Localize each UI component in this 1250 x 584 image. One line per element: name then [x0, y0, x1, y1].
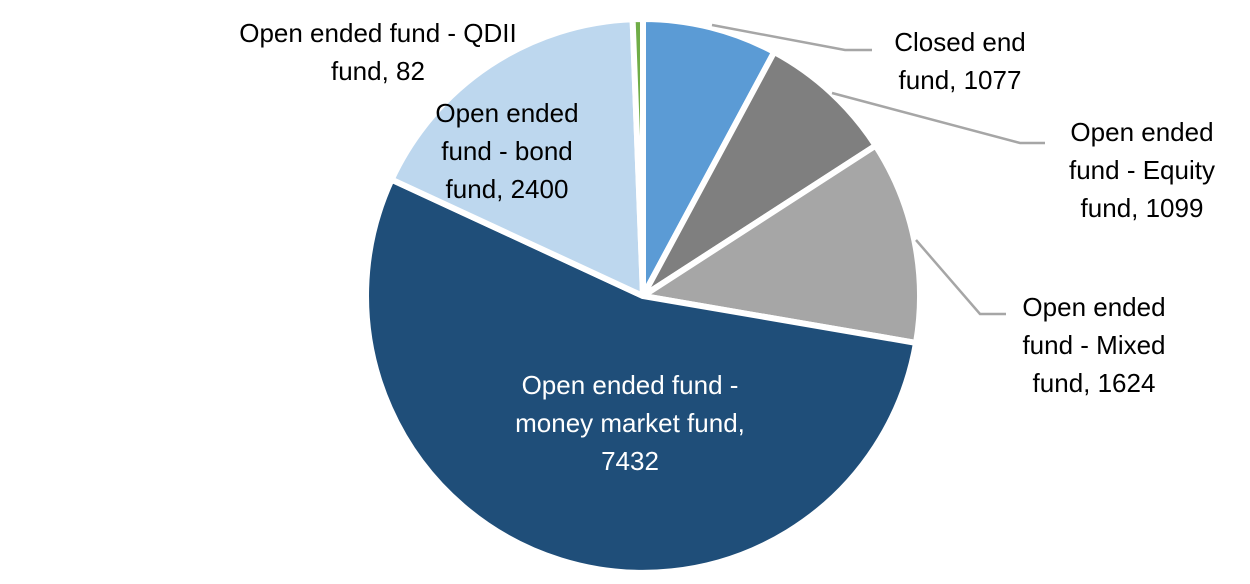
pie-slice-1	[640, 49, 879, 299]
leader-line-mixed-fund	[915, 239, 1006, 316]
pie-slice-5	[629, 16, 646, 299]
pie-slice-2	[640, 142, 923, 346]
leader-line-closed-end-fund	[711, 23, 872, 52]
pie-slice-4	[388, 16, 646, 299]
pie-slice-0	[640, 15, 778, 299]
leader-line-equity-fund	[831, 91, 1045, 145]
pie-slices	[363, 15, 923, 576]
pie-slice-3	[363, 176, 919, 576]
